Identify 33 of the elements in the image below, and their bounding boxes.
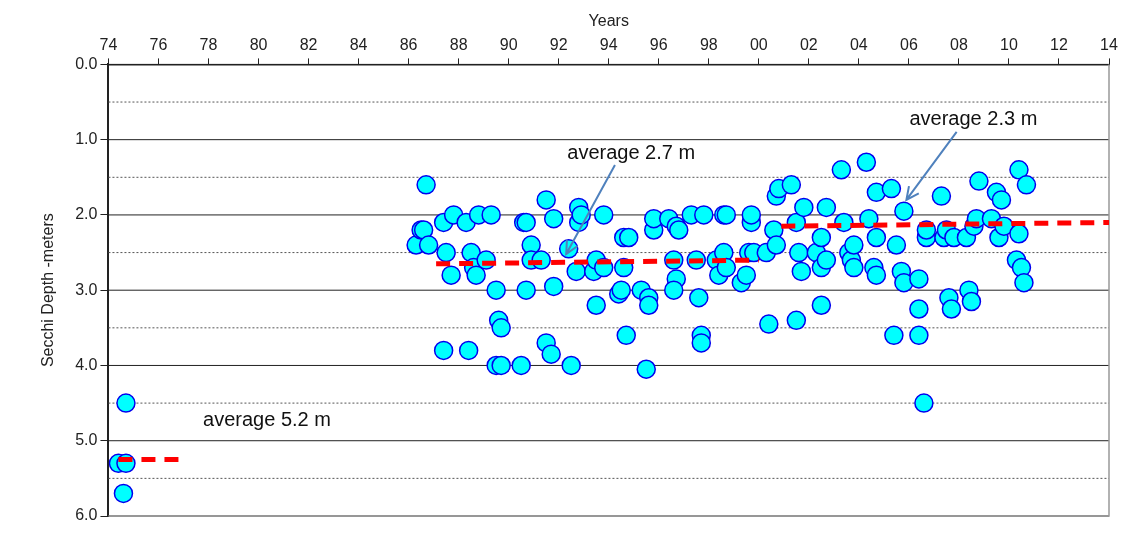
annotation: average 2.7 m — [567, 140, 696, 163]
y-tick-label: 2.0 — [75, 205, 98, 223]
y-tick-label: 3.0 — [75, 280, 98, 298]
x-tick-label: 84 — [349, 36, 368, 54]
y-tick-label: 4.0 — [75, 355, 98, 373]
y-tick-label: 6.0 — [75, 506, 98, 524]
x-tick-label: 98 — [699, 36, 718, 54]
y-axis-title: Secchi Depth -meters — [39, 213, 57, 368]
x-tick-label: 14 — [1100, 36, 1118, 54]
y-tick-label: 5.0 — [75, 431, 98, 449]
x-tick-label: 74 — [99, 36, 118, 54]
x-tick-label: 86 — [399, 36, 418, 54]
x-tick-label: 04 — [849, 36, 868, 54]
x-tick-label: 06 — [899, 36, 918, 54]
x-tick-label: 82 — [299, 36, 318, 54]
y-tick-label: 1.0 — [75, 130, 98, 148]
annotation: average 2.3 m — [909, 107, 1038, 130]
annotation: average 5.2 m — [203, 408, 331, 431]
y-tick-label: 0.0 — [75, 54, 98, 72]
x-tick-label: 90 — [499, 36, 518, 54]
x-tick-label: 78 — [199, 36, 218, 54]
x-tick-label: 12 — [1050, 36, 1068, 54]
x-tick-label: 94 — [599, 36, 618, 54]
x-tick-label: 96 — [649, 36, 668, 54]
x-tick-label: 80 — [249, 36, 268, 54]
x-tick-label: 00 — [749, 36, 768, 54]
x-tick-label: 88 — [449, 36, 468, 54]
x-tick-label: 10 — [1000, 36, 1018, 54]
x-axis-title: Years — [588, 12, 629, 30]
x-tick-label: 08 — [950, 36, 968, 54]
x-tick-label: 02 — [799, 36, 818, 54]
x-tick-label: 92 — [549, 36, 568, 54]
x-tick-label: 76 — [149, 36, 168, 54]
